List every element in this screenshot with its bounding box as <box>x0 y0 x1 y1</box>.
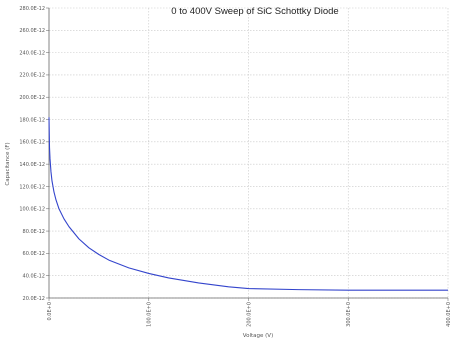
y-tick-label: 120.0E-12 <box>19 184 45 190</box>
x-tick-label: 100.0E+0 <box>147 302 153 327</box>
y-tick-label: 200.0E-12 <box>19 95 45 101</box>
y-tick-label: 180.0E-12 <box>19 117 45 123</box>
y-tick-label: 20.0E-12 <box>23 296 45 302</box>
x-tick-label: 300.0E+0 <box>346 302 352 327</box>
axes <box>46 7 449 301</box>
y-tick-label: 260.0E-12 <box>19 28 45 34</box>
chart-title: 0 to 400V Sweep of SiC Schottky Diode <box>171 6 338 17</box>
y-tick-labels: 20.0E-12 40.0E-12 60.0E-12 80.0E-12 100.0E-1… <box>19 6 45 302</box>
y-tick-label: 60.0E-12 <box>23 251 45 257</box>
capacitance-series-line <box>48 117 448 291</box>
series-group <box>48 117 448 291</box>
y-tick-label: 220.0E-12 <box>19 73 45 79</box>
y-tick-label: 240.0E-12 <box>19 50 45 56</box>
y-axis-label: Capacitance (F) <box>5 142 11 185</box>
y-tick-label: 160.0E-12 <box>19 140 45 146</box>
x-axis-label: Voltage (V) <box>243 333 273 339</box>
grid <box>49 7 449 299</box>
x-tick-labels: 0.0E+0 100.0E+0 200.0E+0 300.0E+0 400.0E+0 <box>47 302 451 327</box>
x-tick-label: 200.0E+0 <box>246 302 252 327</box>
x-tick-label: 400.0E+0 <box>446 302 451 327</box>
x-tick-label: 0.0E+0 <box>47 302 53 320</box>
y-tick-label: 140.0E-12 <box>19 162 45 168</box>
y-tick-label: 40.0E-12 <box>23 273 45 279</box>
y-tick-label: 100.0E-12 <box>19 207 45 213</box>
y-tick-label: 280.0E-12 <box>19 6 45 12</box>
y-tick-label: 80.0E-12 <box>23 229 45 235</box>
